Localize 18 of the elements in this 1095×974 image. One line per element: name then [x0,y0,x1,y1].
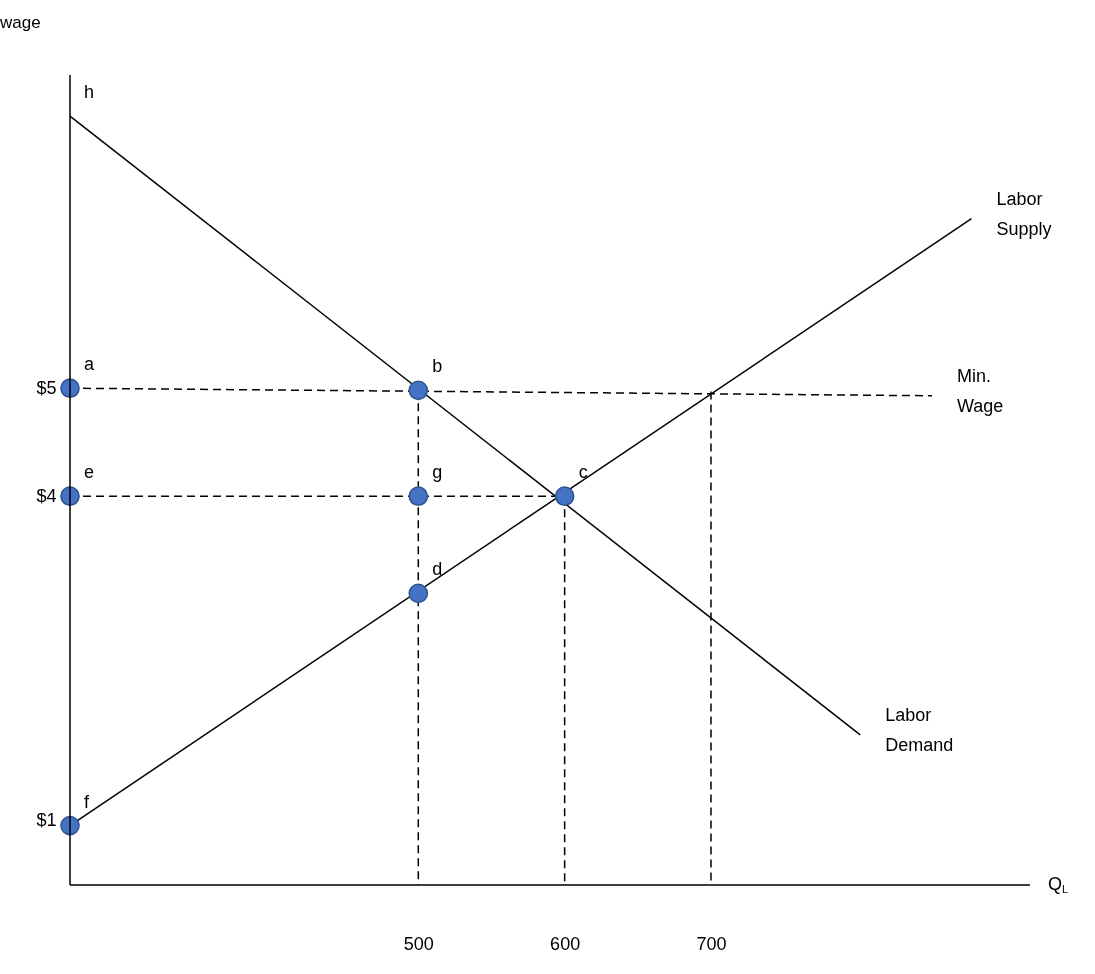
x-tick-label: 700 [696,933,727,954]
y-tick-label: $1 [36,809,57,830]
series-label: Labor Demand [885,704,954,755]
x-tick-label: 600 [550,933,581,954]
y-tick-label: $5 [36,377,57,398]
annotation: a [84,354,95,375]
annotation: g [432,462,443,483]
annotation: b [432,356,443,377]
annotation: f [84,791,90,812]
series-label: Labor Supply [996,188,1052,239]
annotation: h [84,82,95,103]
x-tick-label: 500 [403,933,434,954]
y-axis-title: wage [0,13,41,32]
y-tick-label: $4 [36,485,57,506]
series-label: Min. Wage [956,365,1004,416]
annotation: c [578,462,588,483]
annotation: d [432,559,443,580]
annotation: e [84,462,95,483]
